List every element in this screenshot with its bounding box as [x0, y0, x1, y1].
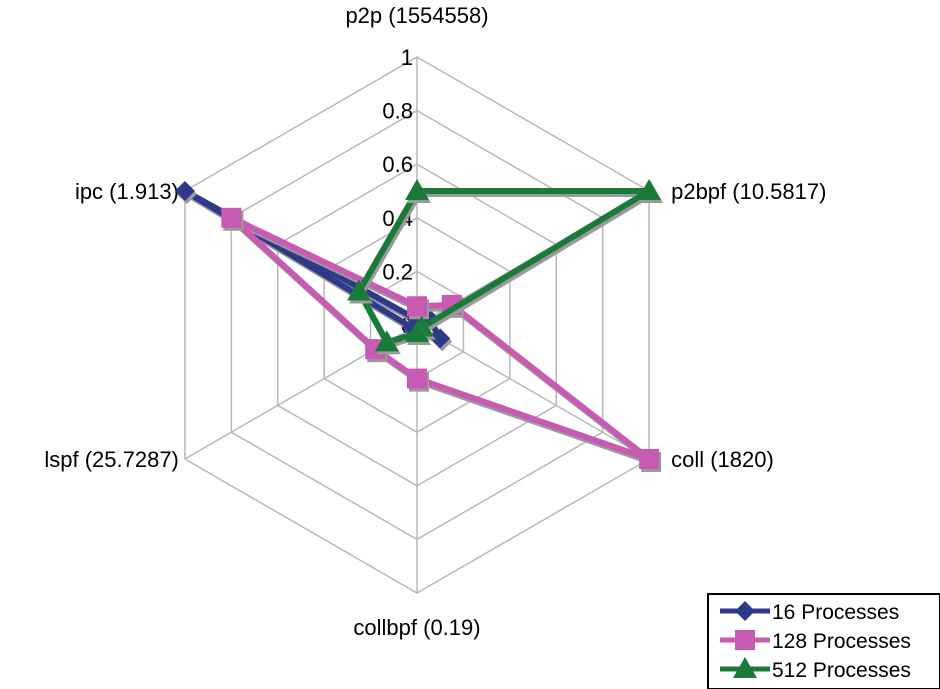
- legend-label: 512 Processes: [772, 659, 911, 682]
- tick-label: 1: [401, 45, 413, 70]
- series-layer: [174, 179, 664, 472]
- axis-label-2: coll (1820): [671, 447, 774, 472]
- axis-label-3: collbpf (0.19): [353, 615, 480, 640]
- spoke-2: [416, 324, 650, 460]
- axis-label-5: ipc (1.913): [75, 179, 179, 204]
- legend-item-2: 512 Processes: [720, 657, 911, 682]
- data-point: [407, 296, 427, 317]
- data-point: [221, 207, 242, 228]
- series-2: [346, 179, 664, 355]
- axis-label-1: p2bpf (10.5817): [671, 179, 826, 204]
- tick-label: 0.2: [382, 259, 413, 284]
- legend-item-0: 16 Processes: [720, 601, 899, 624]
- axis-labels: p2p (1554558) p2bpf (10.5817) coll (1820) c…: [44, 3, 826, 640]
- legend-marker: [733, 657, 757, 678]
- data-point: [639, 449, 660, 469]
- data-point: [405, 179, 429, 200]
- data-point: [174, 181, 195, 201]
- legend-marker: [735, 601, 755, 621]
- data-point: [407, 368, 427, 389]
- legend-item-1: 128 Processes: [720, 630, 911, 653]
- legend-label: 16 Processes: [772, 601, 899, 624]
- data-point: [405, 321, 429, 343]
- data-point: [430, 328, 451, 349]
- axis-label-0: p2p (1554558): [345, 3, 488, 28]
- legend: 16 Processes 128 Processes 512 Processes: [707, 593, 940, 689]
- tick-label: 0.6: [382, 152, 413, 177]
- axis-label-4: lspf (25.7287): [44, 447, 179, 472]
- tick-label: 0.8: [382, 99, 413, 124]
- legend-marker: [735, 630, 755, 650]
- legend-label: 128 Processes: [772, 630, 911, 653]
- data-point: [346, 279, 371, 301]
- data-point: [374, 330, 399, 352]
- data-point: [637, 179, 662, 200]
